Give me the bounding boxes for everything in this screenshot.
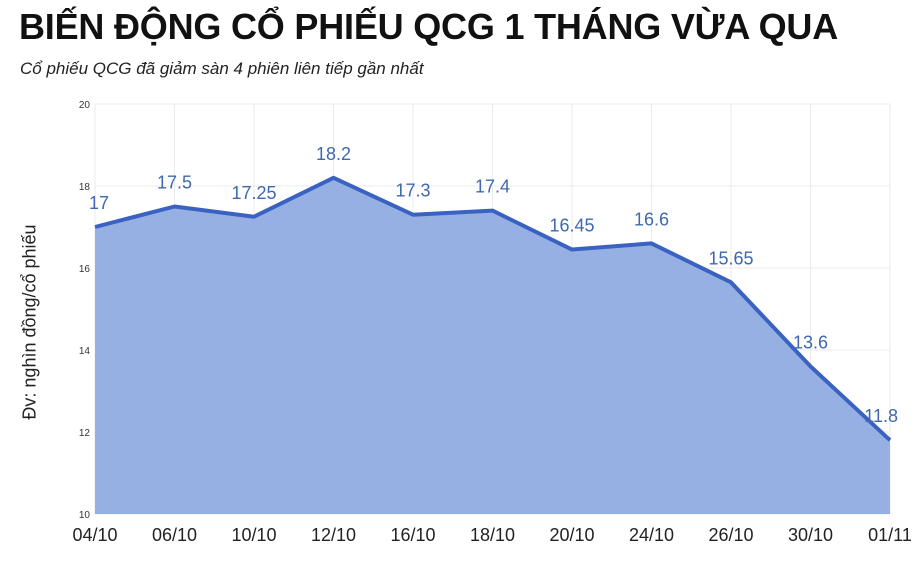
chart-subtitle: Cổ phiếu QCG đã giảm sàn 4 phiên liên ti… (20, 59, 424, 78)
data-label: 17.4 (475, 177, 510, 197)
data-label: 17.5 (157, 173, 192, 193)
x-tick-label: 06/10 (152, 525, 197, 545)
x-tick-label: 30/10 (788, 525, 833, 545)
x-tick-label: 04/10 (72, 525, 117, 545)
data-label: 16.6 (634, 209, 669, 229)
x-tick-label: 16/10 (390, 525, 435, 545)
y-tick-label: 16 (79, 264, 91, 275)
x-tick-label: 12/10 (311, 525, 356, 545)
y-axis-ticks: 10 12 14 16 18 20 (79, 100, 91, 521)
data-label: 17.3 (395, 181, 430, 201)
area-fill (95, 177, 890, 515)
data-label: 13.6 (793, 332, 828, 352)
data-label: 17.25 (231, 183, 276, 203)
y-tick-label: 18 (79, 182, 91, 193)
x-tick-label: 24/10 (629, 525, 674, 545)
y-tick-label: 12 (79, 428, 91, 439)
y-tick-label: 10 (79, 510, 91, 521)
y-tick-label: 20 (79, 100, 91, 111)
area-series (94, 175, 892, 515)
data-label: 11.8 (864, 406, 898, 426)
data-labels: 17 17.5 17.25 18.2 17.3 17.4 16.45 16.6 15.65 13.… (89, 144, 898, 426)
y-tick-label: 14 (79, 346, 91, 357)
x-tick-label: 20/10 (549, 525, 594, 545)
data-label: 15.65 (708, 248, 753, 268)
x-tick-label: 10/10 (231, 525, 276, 545)
x-tick-label: 26/10 (708, 525, 753, 545)
data-label: 16.45 (549, 216, 594, 236)
x-axis-ticks: 04/10 06/10 10/10 12/10 16/10 18/10 20/10 24/10… (72, 525, 911, 545)
chart-title: BIẾN ĐỘNG CỔ PHIẾU QCG 1 THÁNG VỪA QUA (19, 6, 838, 47)
x-tick-label: 18/10 (470, 525, 515, 545)
data-label: 17 (89, 193, 109, 213)
series-line (94, 175, 892, 442)
data-label: 18.2 (316, 144, 351, 164)
x-tick-label: 01/11 (868, 525, 912, 545)
